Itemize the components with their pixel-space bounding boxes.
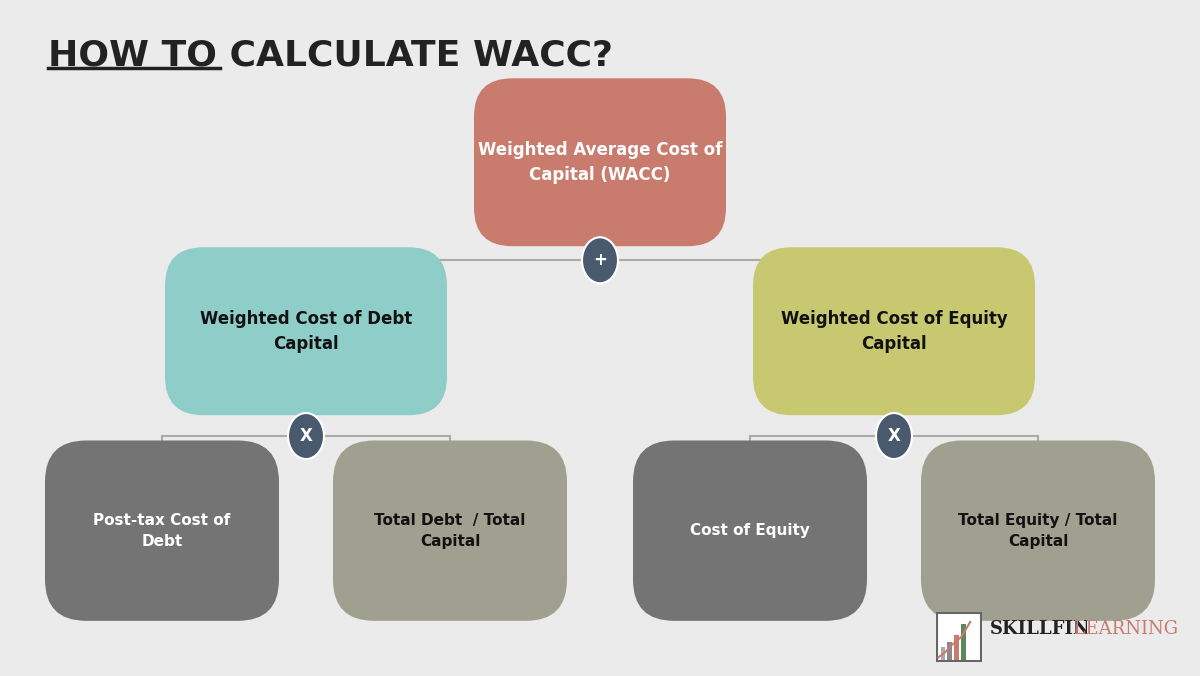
FancyBboxPatch shape bbox=[754, 247, 1034, 415]
Ellipse shape bbox=[288, 413, 324, 459]
FancyBboxPatch shape bbox=[474, 78, 726, 246]
Bar bbox=[941, 648, 946, 660]
Ellipse shape bbox=[582, 237, 618, 283]
Text: Weighted Cost of Debt
Capital: Weighted Cost of Debt Capital bbox=[200, 310, 412, 353]
Text: Weighted Cost of Equity
Capital: Weighted Cost of Equity Capital bbox=[781, 310, 1007, 353]
Text: Post-tax Cost of
Debt: Post-tax Cost of Debt bbox=[94, 512, 230, 549]
Bar bbox=[954, 635, 959, 660]
Bar bbox=[961, 625, 966, 660]
FancyBboxPatch shape bbox=[334, 441, 568, 621]
FancyBboxPatch shape bbox=[922, 441, 1154, 621]
Text: LEARNING: LEARNING bbox=[1068, 620, 1178, 638]
Bar bbox=[948, 642, 952, 660]
Text: Total Equity / Total
Capital: Total Equity / Total Capital bbox=[959, 512, 1117, 549]
Text: +: + bbox=[593, 251, 607, 269]
Text: X: X bbox=[888, 427, 900, 445]
Text: X: X bbox=[300, 427, 312, 445]
Text: Cost of Equity: Cost of Equity bbox=[690, 523, 810, 538]
FancyBboxPatch shape bbox=[46, 441, 278, 621]
Ellipse shape bbox=[876, 413, 912, 459]
Text: Total Debt  / Total
Capital: Total Debt / Total Capital bbox=[374, 512, 526, 549]
FancyBboxPatch shape bbox=[634, 441, 866, 621]
Text: HOW TO CALCULATE WACC?: HOW TO CALCULATE WACC? bbox=[48, 38, 613, 72]
Text: Weighted Average Cost of
Capital (WACC): Weighted Average Cost of Capital (WACC) bbox=[478, 141, 722, 184]
Text: SKILLFIN: SKILLFIN bbox=[990, 620, 1091, 638]
FancyBboxPatch shape bbox=[166, 247, 446, 415]
FancyBboxPatch shape bbox=[937, 612, 980, 661]
